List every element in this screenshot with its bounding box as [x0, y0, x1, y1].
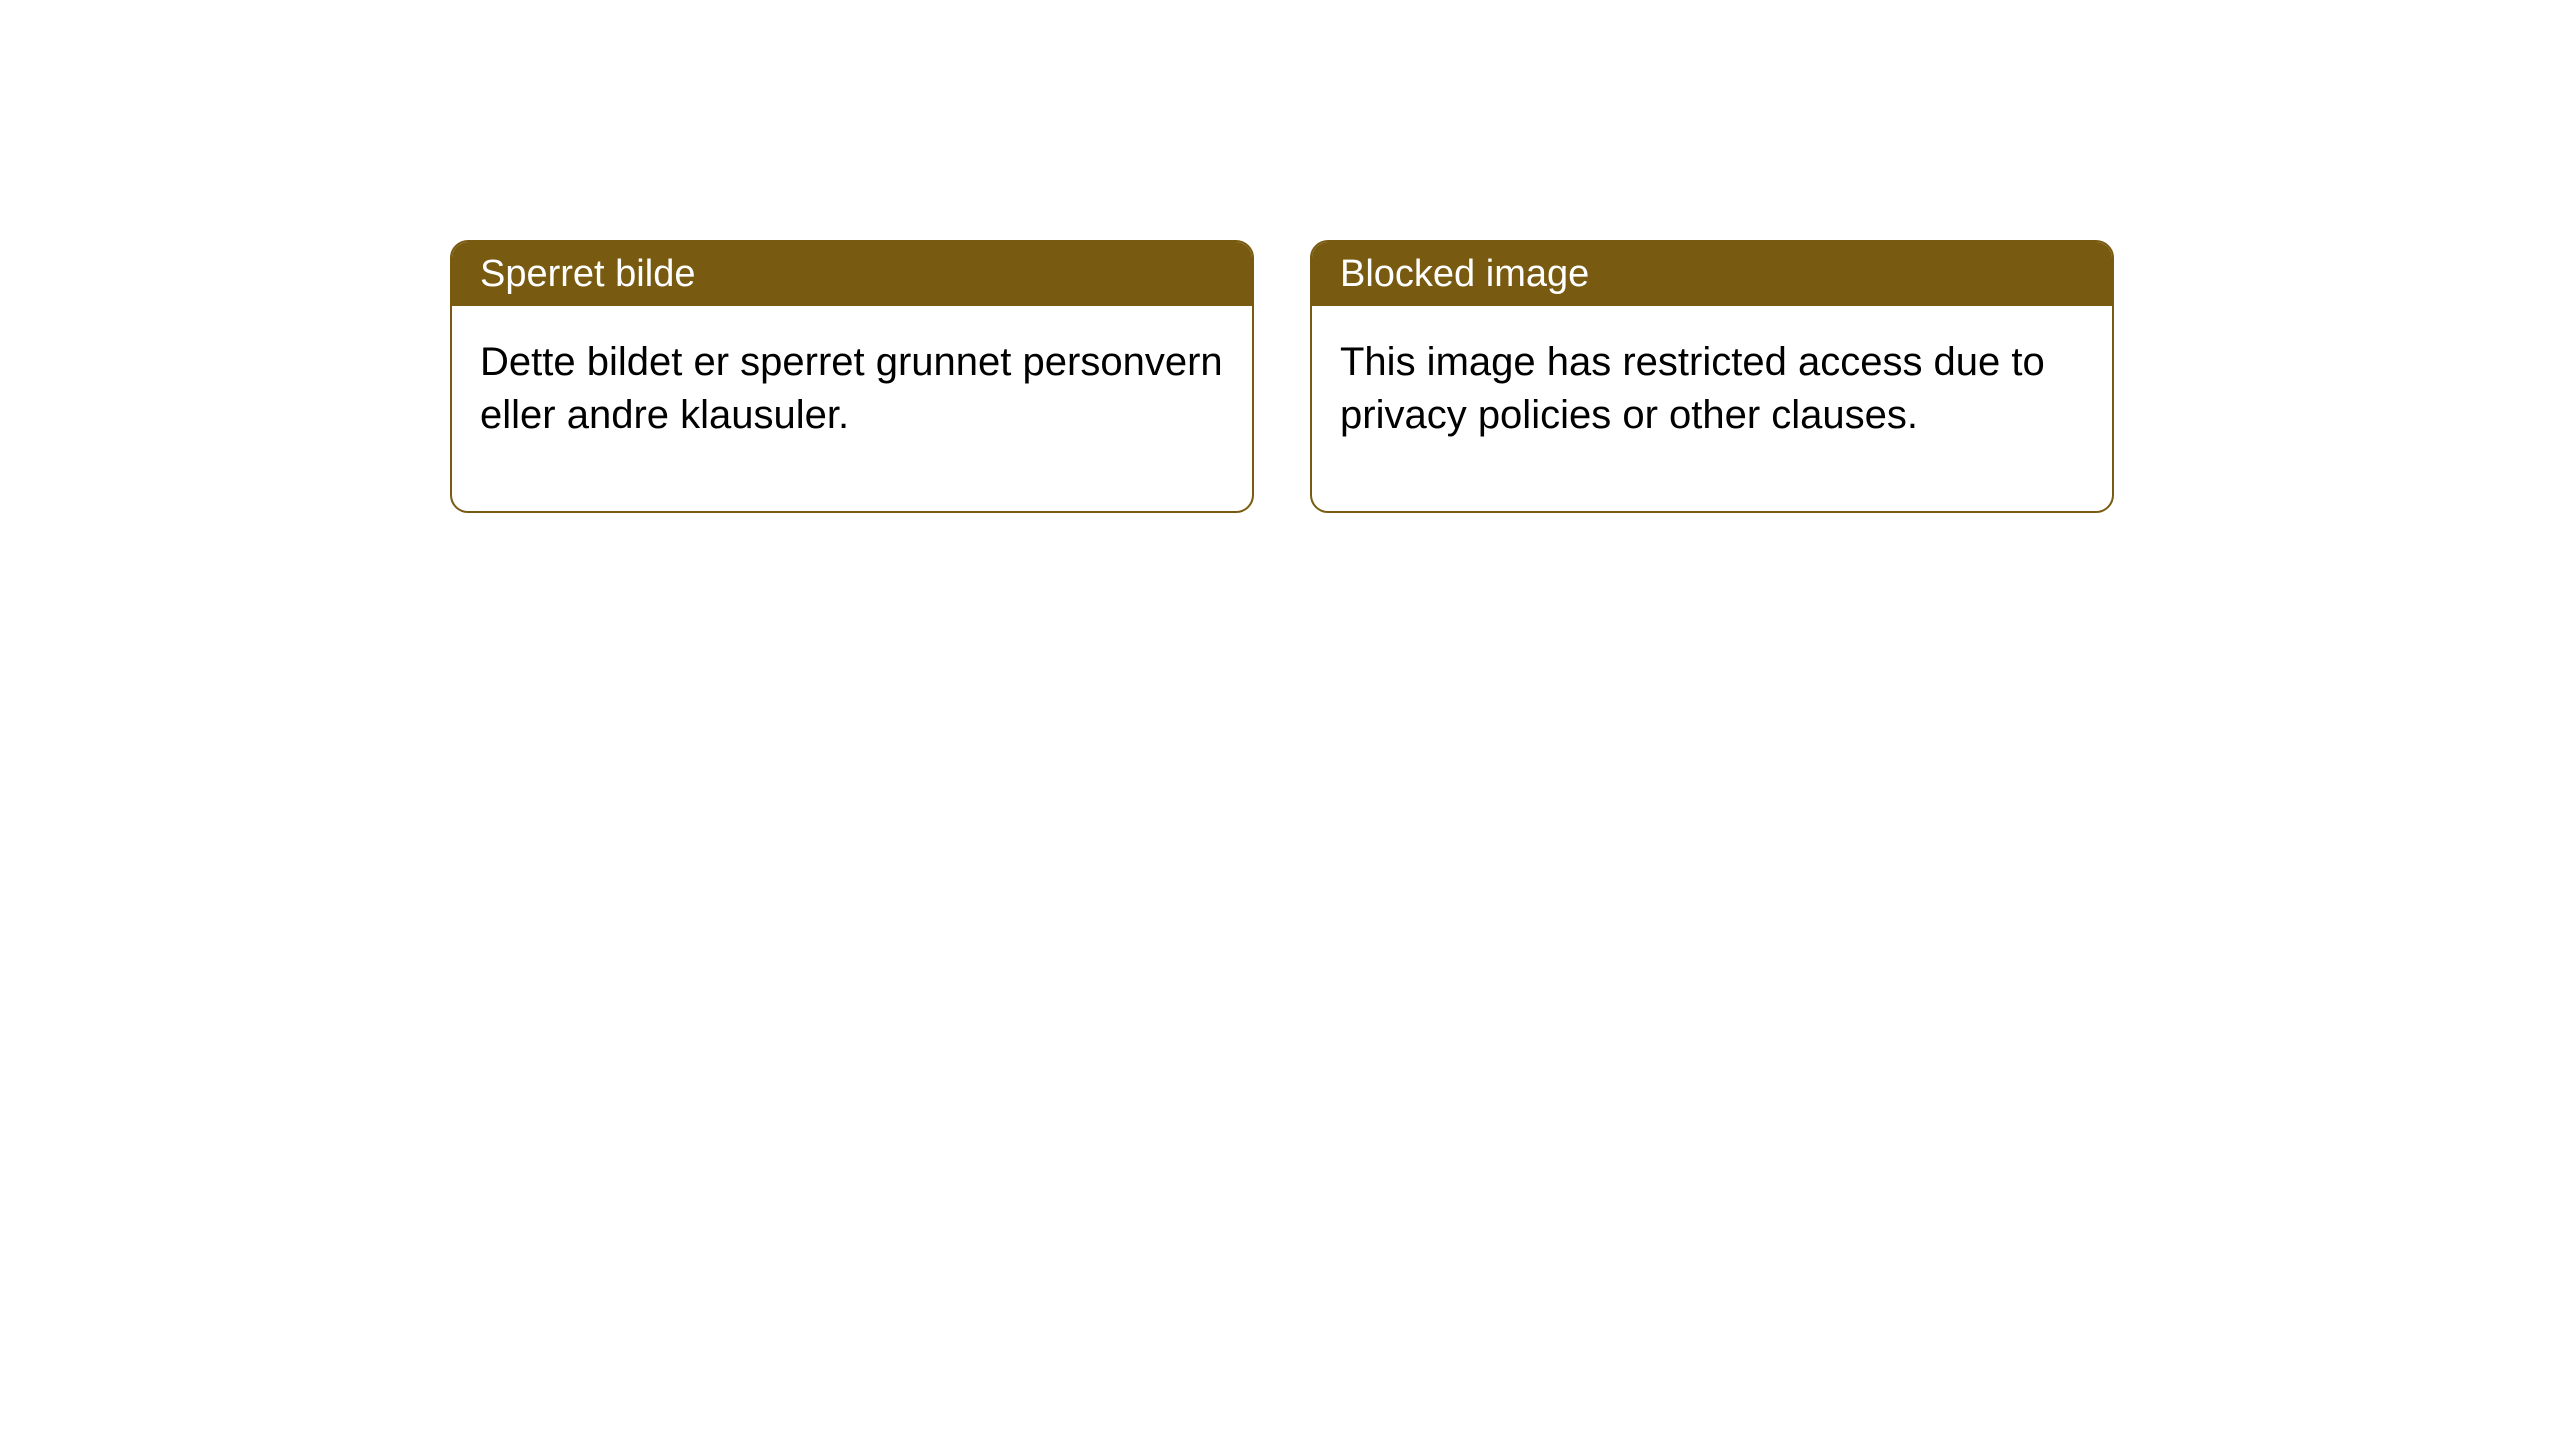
card-header: Blocked image — [1312, 242, 2112, 306]
blocked-image-card-no: Sperret bilde Dette bildet er sperret gr… — [450, 240, 1254, 513]
card-header: Sperret bilde — [452, 242, 1252, 306]
card-body-text: Dette bildet er sperret grunnet personve… — [452, 306, 1252, 512]
card-body-text: This image has restricted access due to … — [1312, 306, 2112, 512]
blocked-image-card-en: Blocked image This image has restricted … — [1310, 240, 2114, 513]
cards-container: Sperret bilde Dette bildet er sperret gr… — [450, 240, 2114, 513]
